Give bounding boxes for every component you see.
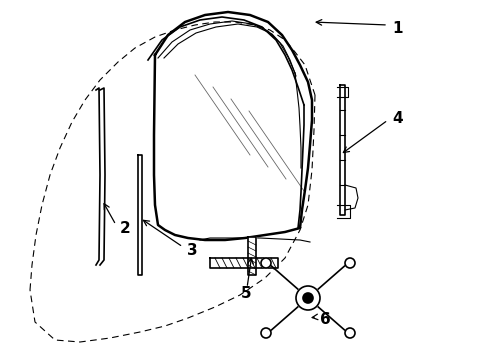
Text: 2: 2 [120, 220, 131, 235]
Polygon shape [210, 258, 278, 268]
Text: 6: 6 [320, 312, 331, 328]
Text: 5: 5 [241, 285, 251, 301]
Polygon shape [248, 237, 256, 275]
Circle shape [345, 328, 355, 338]
Circle shape [261, 258, 271, 268]
Circle shape [345, 258, 355, 268]
Circle shape [261, 328, 271, 338]
Circle shape [303, 293, 313, 303]
Circle shape [296, 286, 320, 310]
Text: 4: 4 [392, 111, 403, 126]
Text: 1: 1 [392, 21, 402, 36]
Text: 3: 3 [187, 243, 197, 257]
